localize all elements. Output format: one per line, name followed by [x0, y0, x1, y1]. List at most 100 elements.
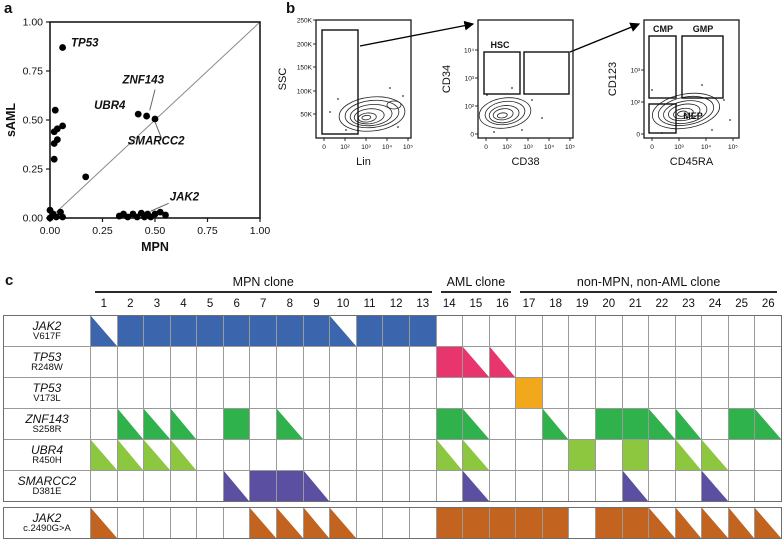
grid-cell: [702, 316, 728, 346]
column-number: 11: [363, 298, 376, 310]
grid-cell: [436, 440, 463, 470]
x-tick-label: 0: [322, 144, 326, 151]
grid-cell: [755, 508, 781, 538]
grid-cell: [675, 440, 702, 470]
hsc-gate: [483, 51, 521, 95]
y-tick-label: 150K: [297, 64, 313, 71]
grid-cell: [489, 471, 516, 501]
arrow-plot1-to-plot2: [359, 20, 475, 47]
grid-cell: [277, 409, 303, 439]
grid-cell: [383, 409, 409, 439]
gene-annotation: UBR4: [94, 100, 126, 112]
panel-c-label: c: [5, 272, 14, 289]
grid-cell: [436, 508, 463, 538]
grid-cell: [330, 508, 356, 538]
grid-cell: [330, 471, 356, 501]
flow-axes-group: 0 10² 10³ 10⁴ 10⁵ 50K 100K 150K 200K 250K Lin SSC 0 1…: [277, 17, 740, 168]
y-tick-label: 50K: [300, 111, 312, 118]
grid-cell: [755, 378, 781, 408]
grid-cell: [595, 378, 622, 408]
mutation-grid-main: JAK2 V617F TP53 R248W TP53 V173L ZNF143 S258R UB…: [3, 315, 782, 502]
grid-cell: [622, 316, 649, 346]
grid-cell: [144, 347, 170, 377]
grid-cell: [144, 409, 170, 439]
grid-cell: [223, 347, 250, 377]
grid-cell: [303, 347, 330, 377]
column-number: 8: [286, 298, 294, 310]
grid-cell: [117, 378, 144, 408]
grid-cell: [223, 316, 250, 346]
x-tick-label: 0: [650, 144, 654, 151]
y-tick-label: 0.50: [23, 115, 44, 127]
x-tick-label: 10²: [340, 144, 350, 151]
column-number: 10: [336, 298, 350, 310]
grid-cell: [622, 347, 649, 377]
grid-cell: [595, 347, 622, 377]
row-label: JAK2 c.2490G>A: [4, 508, 90, 538]
grid-cell: [436, 409, 463, 439]
grid-cell: [755, 316, 781, 346]
grid-cell: [649, 378, 675, 408]
gene-name: SMARCC2: [17, 474, 77, 488]
grid-cell: [675, 471, 702, 501]
grid-cell: [250, 378, 277, 408]
grid-cell: [117, 316, 144, 346]
grid-cell: [303, 409, 330, 439]
panel-c-clone-grid: c MPN clone AML clone non-MPN, non-AML clo…: [0, 272, 784, 539]
grid-cell: [728, 508, 755, 538]
grid-cell: [649, 347, 675, 377]
flow-plot-border: [315, 19, 412, 139]
grid-cell: [250, 440, 277, 470]
y-tick-label: 10²: [631, 99, 641, 106]
scatter-point: [59, 122, 66, 130]
grid-cell: [489, 378, 516, 408]
scatter-point: [151, 210, 159, 218]
grid-cell: [595, 508, 622, 538]
grid-cell: [516, 471, 542, 501]
x-tick-label: 10³: [674, 144, 684, 151]
y-axis-label: SSC: [277, 68, 289, 91]
grid-cell: [91, 440, 117, 470]
grid-cell: [622, 440, 649, 470]
grid-cell: [755, 347, 781, 377]
grid-cell: [728, 316, 755, 346]
column-number: 3: [153, 298, 161, 310]
grid-cell: [170, 378, 197, 408]
mutation-name: R450H: [32, 455, 62, 466]
grid-cell: [489, 409, 516, 439]
mutation-name: V617F: [33, 331, 61, 342]
scatter-point: [53, 136, 61, 144]
grid-cell: [489, 508, 516, 538]
grid-cell: [356, 347, 383, 377]
grid-cell: [409, 347, 436, 377]
mutation-name: c.2490G>A: [23, 523, 71, 534]
grid-cell: [117, 409, 144, 439]
x-tick-label: 1.00: [250, 225, 271, 237]
grid-cell: [489, 347, 516, 377]
grid-cell: [144, 378, 170, 408]
y-tick-label: 10³: [631, 67, 641, 74]
mutation-name: R248W: [31, 362, 63, 373]
gene-annotation: ZNF143: [121, 75, 164, 87]
grid-cell: [356, 508, 383, 538]
grid-cell: [702, 409, 728, 439]
grid-cell: [197, 378, 223, 408]
column-number: 15: [469, 298, 483, 310]
grid-cell: [330, 440, 356, 470]
y-tick-label: 10⁴: [464, 47, 474, 54]
grid-cell: [542, 508, 569, 538]
row-label: TP53 V173L: [4, 378, 90, 408]
x-axis-label: CD45RA: [670, 156, 714, 168]
grid-cell: [675, 316, 702, 346]
grid-cell: [303, 378, 330, 408]
row-label: UBR4 R450H: [4, 440, 90, 470]
x-tick-label: 10³: [523, 144, 533, 151]
leader-line: [154, 121, 162, 138]
header-spacer: [4, 297, 90, 312]
mep-gate: [648, 103, 677, 134]
grid-cell: [144, 316, 170, 346]
flow-plot-border: [477, 19, 574, 139]
column-number: 23: [682, 298, 695, 310]
cd123-cd45ra-contour: [651, 92, 721, 130]
x-tick-label: 10³: [361, 144, 371, 151]
